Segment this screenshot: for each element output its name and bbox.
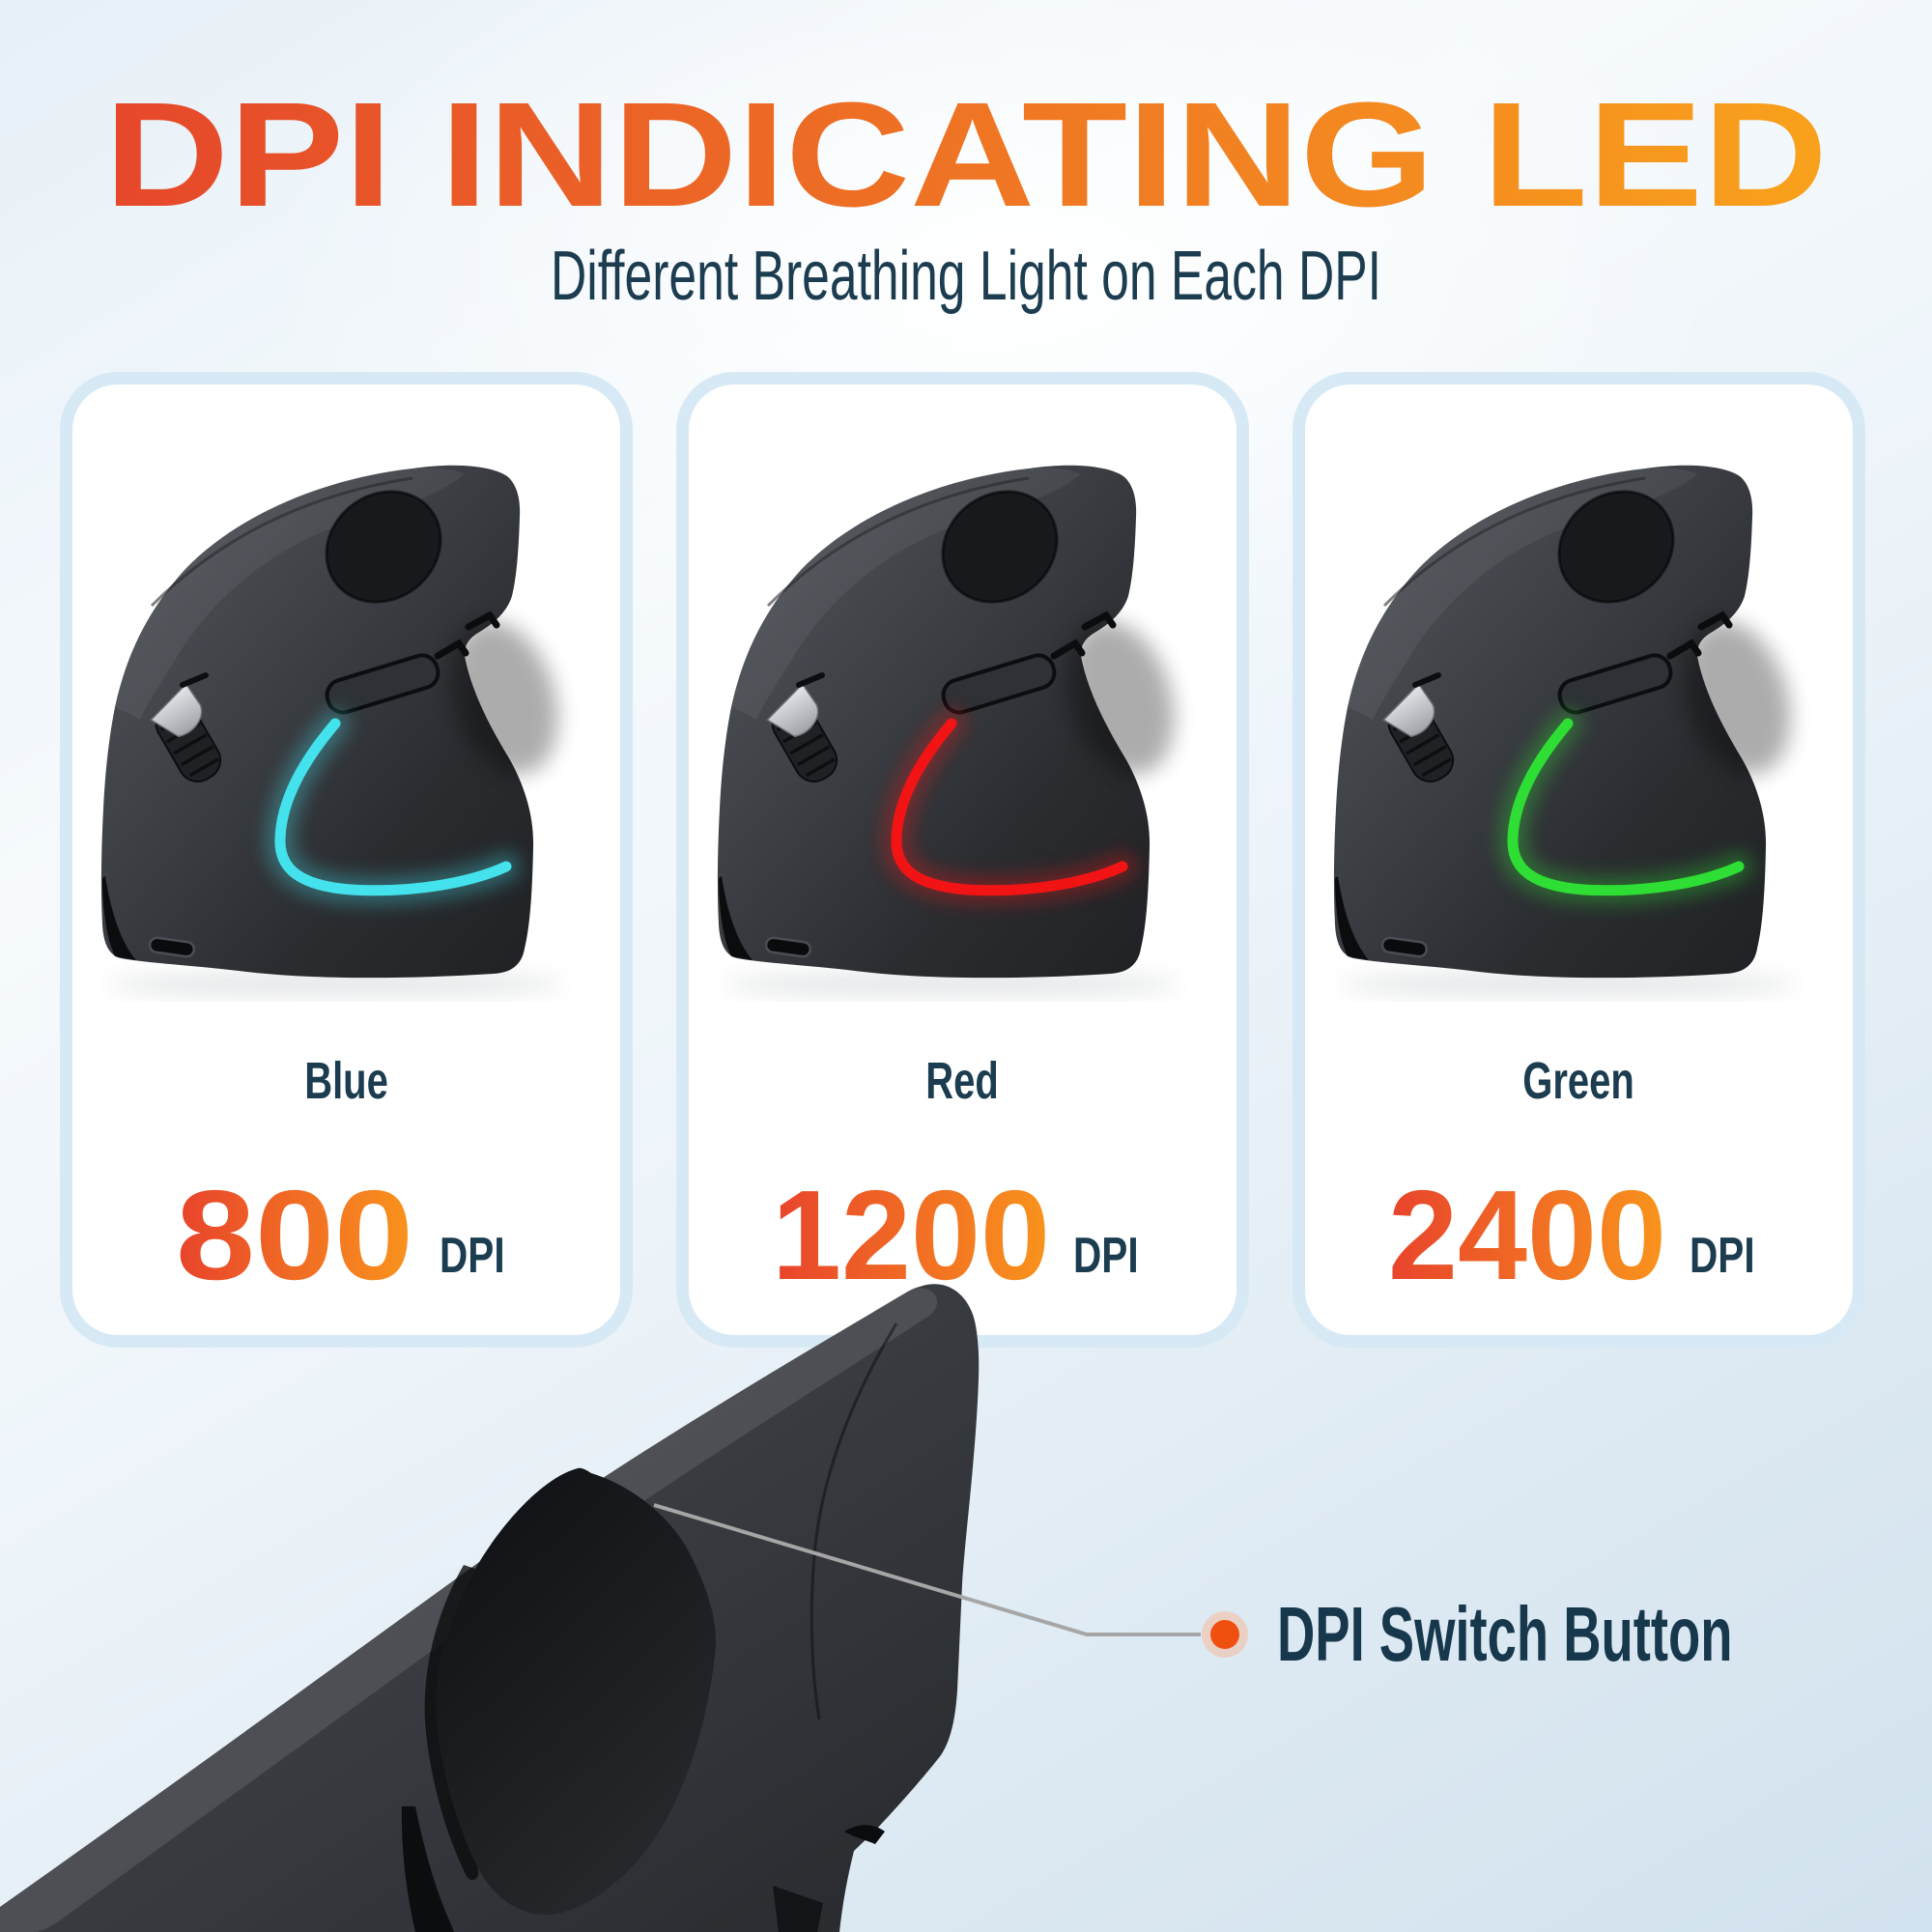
vertical-mouse-illustration <box>1326 461 1853 1002</box>
led-arc <box>1507 718 1745 896</box>
dpi-card-blue: Blue 800 DPI <box>60 372 633 1348</box>
led-arc <box>274 718 512 896</box>
dpi-value-row: 2400 DPI <box>1305 1177 1853 1296</box>
page-subtitle-text: Different Breathing Light on Each DPI <box>551 238 1381 315</box>
svg-text:800: 800 <box>176 1177 413 1296</box>
led-arc <box>891 718 1128 896</box>
color-label-text: Blue <box>304 1052 388 1110</box>
dpi-unit-label: DPI <box>440 1228 505 1284</box>
dpi-value: 800 <box>176 1177 413 1296</box>
page-title: DPI INDICATING LED <box>104 87 1828 232</box>
color-label-text: Red <box>925 1052 1000 1110</box>
callout-dot <box>1210 1620 1239 1649</box>
dpi-card-red: Red 1200 DPI <box>676 372 1249 1348</box>
dpi-unit-label: DPI <box>1073 1228 1139 1284</box>
mouse-closeup-illustration <box>0 1284 1248 1932</box>
dpi-unit-label: DPI <box>1690 1228 1755 1284</box>
callout-label: DPI Switch Button <box>1277 1591 1733 1677</box>
dpi-value-row: 800 DPI <box>72 1177 620 1296</box>
svg-text:1200: 1200 <box>772 1177 1050 1296</box>
dpi-value-row: 1200 DPI <box>689 1177 1236 1296</box>
color-label: Blue <box>72 1053 620 1109</box>
callout-line <box>653 1503 1201 1636</box>
dpi-value: 1200 <box>772 1177 1050 1296</box>
svg-text:2400: 2400 <box>1388 1177 1666 1296</box>
color-label-text: Green <box>1522 1052 1635 1110</box>
page-title-text: DPI INDICATING LED <box>104 87 1828 232</box>
vertical-mouse-illustration <box>94 461 620 1002</box>
vertical-mouse-illustration <box>710 461 1236 1002</box>
color-label: Red <box>689 1053 1236 1109</box>
color-label: Green <box>1305 1053 1853 1109</box>
dpi-card-green: Green 2400 DPI <box>1293 372 1865 1348</box>
page-subtitle: Different Breathing Light on Each DPI <box>551 238 1381 315</box>
dpi-value: 2400 <box>1388 1177 1666 1296</box>
